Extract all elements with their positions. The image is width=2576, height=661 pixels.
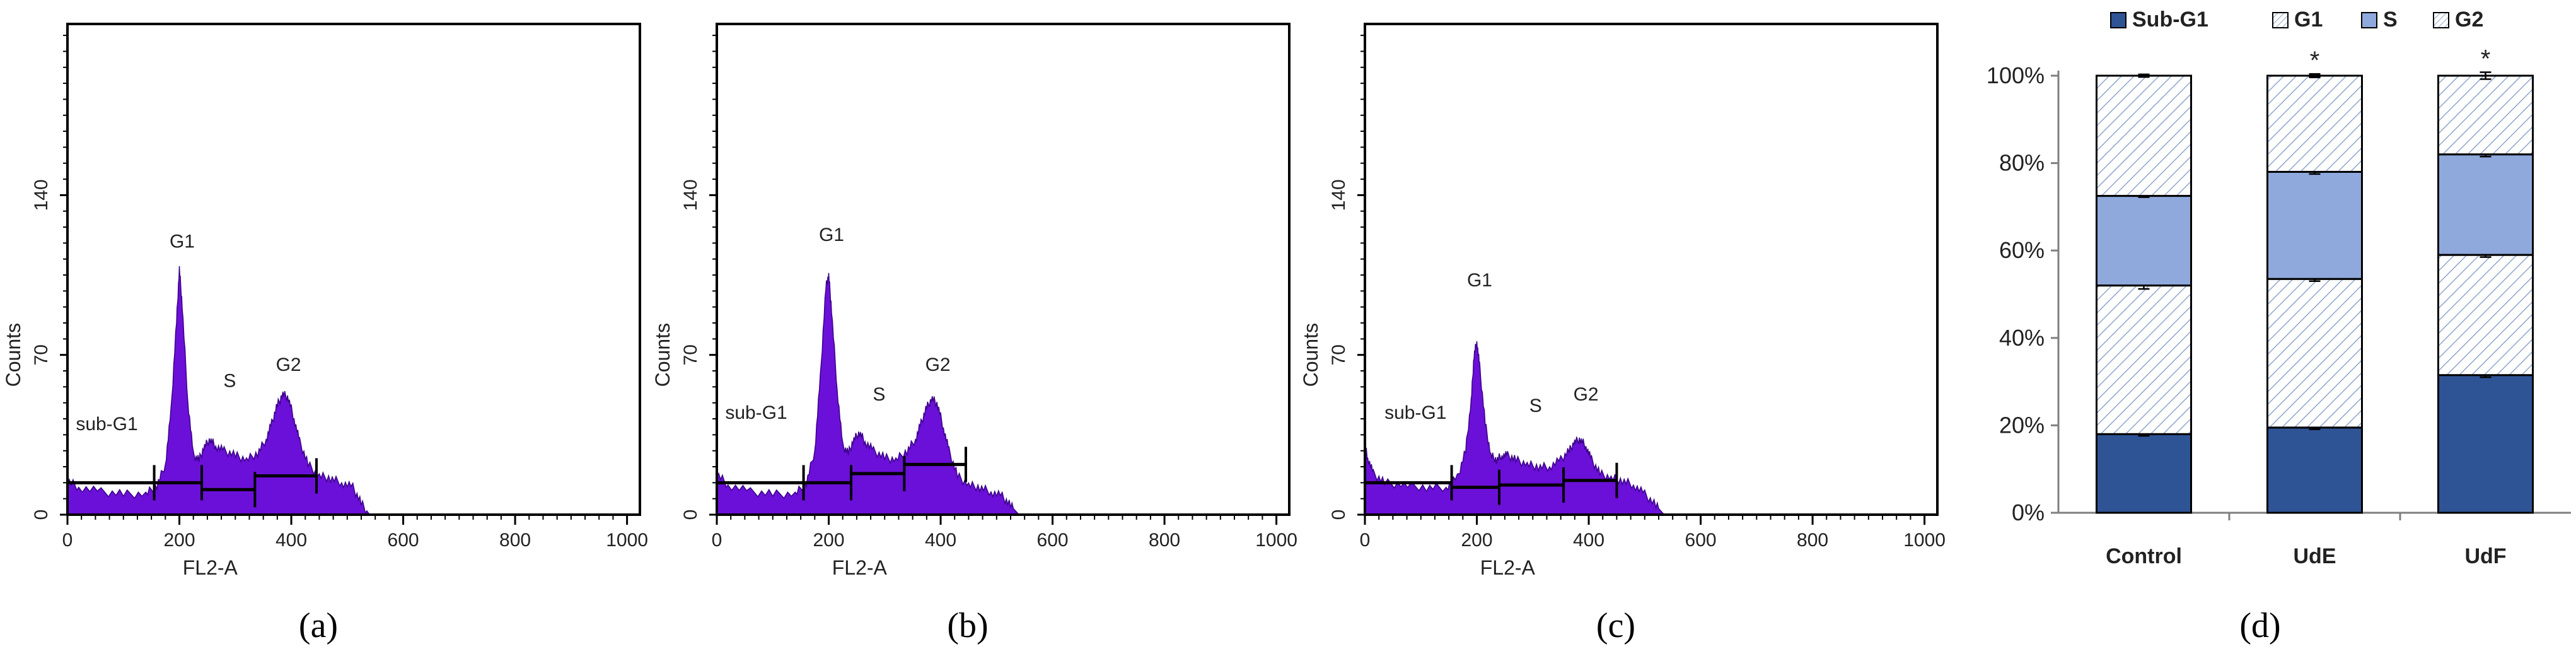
bar-segment-subg1-udf: [2437, 374, 2534, 514]
y-tick-label-70: 70: [31, 344, 52, 365]
x-tick-label-200: 200: [813, 530, 844, 551]
gate-label-g1: G1: [1467, 270, 1492, 291]
bar-y-tick-label-60: 60%: [1999, 237, 2045, 263]
x-axis-title-b: FL2-A: [832, 556, 888, 579]
bar-segment-subg1-control: [2096, 433, 2192, 514]
x-tick-label-800: 800: [1797, 530, 1828, 551]
gate-label-sub-g1: sub-G1: [1384, 402, 1446, 423]
legend-swatch-subg1: [2110, 12, 2126, 28]
x-tick-label-0: 0: [1360, 530, 1371, 551]
y-tick-label-70: 70: [680, 344, 701, 365]
y-tick-label-0: 0: [680, 510, 701, 520]
bar-y-tick-label-80: 80%: [1999, 150, 2045, 176]
y-axis-title-b: Counts: [651, 323, 674, 387]
x-axis-title-a: FL2-A: [183, 556, 238, 579]
bar-segment-subg1-ude: [2266, 426, 2363, 514]
gate-label-s: S: [223, 370, 236, 391]
legend-label-g1: G1: [2294, 8, 2323, 32]
category-label-ude: UdE: [2294, 544, 2336, 568]
bar-segment-g1-udf: [2437, 254, 2534, 377]
gate-label-g2: G2: [1574, 384, 1599, 405]
x-tick-label-400: 400: [925, 530, 956, 551]
histogram-area-b: [716, 272, 1021, 515]
legend-swatch-g1: [2272, 12, 2289, 28]
x-axis-title-c: FL2-A: [1480, 556, 1536, 579]
significance-star-g2-ude: *: [2310, 47, 2320, 74]
y-axis-title-c: Counts: [1299, 323, 1322, 387]
panel-letter-d: (d): [2239, 606, 2280, 645]
y-axis-title-a: Counts: [2, 323, 25, 387]
gate-label-g1: G1: [819, 225, 844, 245]
y-tick-label-0: 0: [31, 510, 52, 520]
gate-label-s: S: [873, 384, 885, 405]
plot-frame-a: [66, 23, 641, 516]
x-tick-label-1000: 1000: [606, 530, 648, 551]
x-tick-label-600: 600: [1037, 530, 1069, 551]
bar-segment-g2-control: [2096, 74, 2192, 197]
x-tick-label-0: 0: [712, 530, 722, 551]
bar-segment-g2-udf: [2437, 74, 2534, 156]
y-tick-label-0: 0: [1328, 510, 1349, 520]
bar-segment-g1-control: [2096, 284, 2192, 435]
histogram-panel-a: sub-G1 G1 S G2 0 200 400 600 800 1000 0 70 140 FL2-A C…: [2, 23, 648, 579]
y-tick-label-140: 140: [680, 179, 701, 211]
panel-letter-c: (c): [1596, 606, 1635, 645]
legend-label-subg1: Sub-G1: [2132, 8, 2208, 32]
bar-y-tick-label-0: 0%: [2012, 500, 2045, 525]
legend-swatch-s: [2361, 12, 2377, 28]
legend-label-g2: G2: [2455, 8, 2483, 32]
y-tick-label-70: 70: [1328, 344, 1349, 365]
category-label-control: Control: [2106, 544, 2182, 568]
y-tick-label-140: 140: [1328, 179, 1349, 211]
x-tick-label-1000: 1000: [1903, 530, 1946, 551]
y-tick-label-140: 140: [31, 179, 52, 211]
gate-label-s: S: [1529, 395, 1542, 416]
bar-y-tick-label-40: 40%: [1999, 325, 2045, 351]
histogram-panel-b: sub-G1 G1 S G2 0 200 400 600 800 1000 0 70 140 FL2-A C…: [651, 23, 1297, 579]
x-tick-label-200: 200: [1461, 530, 1492, 551]
bar-segment-s-udf: [2437, 153, 2534, 256]
x-tick-label-0: 0: [62, 530, 73, 551]
x-tick-label-200: 200: [163, 530, 195, 551]
significance-star-g2-udf: *: [2481, 45, 2491, 73]
plot-frame-b: [716, 23, 1291, 516]
bar-segment-g2-ude: [2266, 74, 2363, 173]
panel-letter-a: (a): [299, 606, 338, 645]
panel-letter-b: (b): [947, 606, 988, 645]
legend-label-s: S: [2383, 8, 2398, 32]
histogram-area-c: [1364, 341, 1666, 515]
x-tick-label-600: 600: [1685, 530, 1717, 551]
x-tick-label-400: 400: [276, 530, 307, 551]
x-tick-label-800: 800: [499, 530, 531, 551]
x-tick-label-400: 400: [1573, 530, 1604, 551]
bar-y-tick-label-20: 20%: [1999, 412, 2045, 438]
bar-segment-g1-ude: [2266, 278, 2363, 429]
gate-label-g2: G2: [925, 354, 951, 375]
x-tick-label-1000: 1000: [1255, 530, 1297, 551]
gate-label-g1: G1: [170, 231, 195, 252]
bar-y-tick-label-100: 100%: [1987, 62, 2045, 88]
category-label-udf: UdF: [2464, 544, 2506, 568]
x-tick-label-800: 800: [1149, 530, 1180, 551]
bar-segment-s-ude: [2266, 170, 2363, 280]
plot-frame-c: [1364, 23, 1939, 516]
x-tick-label-600: 600: [388, 530, 419, 551]
histogram-panel-c: sub-G1 G1 S G2 0 200 400 600 800 1000 0 70 140 FL2-A C…: [1299, 23, 1946, 579]
bar-segment-s-control: [2096, 195, 2192, 287]
histogram-area-a: [67, 266, 371, 515]
gate-label-sub-g1: sub-G1: [76, 414, 137, 435]
legend-swatch-g2: [2433, 12, 2449, 28]
gate-label-sub-g1: sub-G1: [725, 402, 787, 423]
gate-label-g2: G2: [276, 354, 301, 375]
stacked-bar-panel-d: 0%20%40%60%80%100%Control***UdE****UdFSu…: [1987, 8, 2571, 568]
